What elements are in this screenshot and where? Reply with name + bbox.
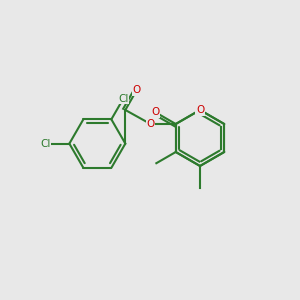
Text: Cl: Cl — [40, 139, 51, 148]
Text: O: O — [146, 119, 155, 129]
Text: O: O — [132, 85, 141, 95]
Text: O: O — [196, 105, 204, 115]
Text: Cl: Cl — [118, 94, 128, 104]
Text: O: O — [151, 107, 159, 117]
